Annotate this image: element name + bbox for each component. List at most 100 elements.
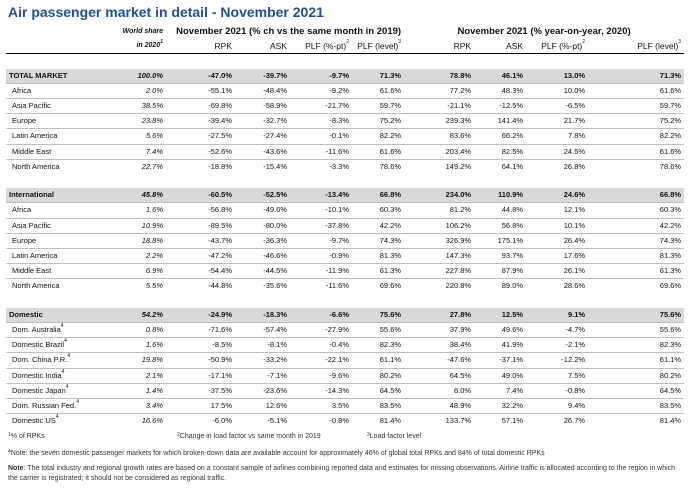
plf-level-2019-cell: 61.3%: [352, 263, 405, 280]
col-ask-2020: ASK: [474, 39, 527, 55]
world-share-header: World share: [122, 28, 163, 35]
world-share-cell: 2.0%: [106, 83, 166, 100]
plf-level-2020-cell: 75.6%: [588, 307, 685, 324]
table-row: Europe 18.8% -43.7% -36.3% -9.7% 74.3% 326.9% 1…: [6, 233, 685, 250]
ask-2020-cell: 12.5%: [474, 307, 527, 324]
ask-2019-cell: -44.5%: [235, 263, 290, 280]
rpk-2020-cell: 234.0%: [404, 188, 475, 204]
ask-2020-cell: 41.9%: [474, 337, 527, 354]
col-ask-2019: ASK: [235, 39, 290, 55]
rpk-2020-cell: 78.8%: [404, 68, 475, 84]
plf-pt-2019-cell: -11.6%: [290, 144, 352, 160]
row-label: Domestic Brazil4: [6, 337, 106, 354]
plf-pt-2019-cell: -0.4%: [290, 337, 352, 354]
world-share-cell: 16.6%: [141, 416, 163, 426]
rpk-2019-cell: -71.6%: [166, 322, 235, 339]
plf-level-2019-cell: 61.1%: [352, 352, 405, 369]
plf-pt-2020-cell: 24.5%: [526, 144, 589, 160]
ask-2020-cell: 49.6%: [474, 322, 527, 339]
plf-pt-2019-cell: -0.8%: [329, 416, 349, 426]
table-row: Dom. Australia4 0.8% -71.6% -57.4% -27.9% 55.…: [6, 322, 685, 339]
plf-pt-2019-cell: -22.1%: [290, 352, 352, 369]
row-label: International: [6, 188, 106, 204]
footnotes-row: 1% of RPKs 2Change in load factor vs sam…: [8, 432, 684, 442]
rpk-2020-cell: 64.5%: [404, 368, 475, 384]
rpk-2020-cell: -47.6%: [404, 352, 475, 369]
plf-pt-2019-cell: -9.7%: [290, 68, 352, 84]
plf-level-2020-cell: 61.6%: [588, 83, 685, 100]
table-row: Asia Pacific 10.9% -89.5% -80.0% -37.8% 42.2%…: [6, 218, 685, 234]
world-share-cell: 2.2%: [106, 248, 166, 265]
plf-level-2020-cell: 83.5%: [588, 398, 685, 415]
col-plf-pt-2019: PLF (%-pt)2: [290, 39, 352, 55]
ask-2019-cell: -35.6%: [263, 281, 287, 291]
ask-2020-cell: 46.1%: [474, 68, 527, 84]
plf-level-2019-cell: 60.3%: [352, 202, 405, 219]
plf-pt-2020-cell: 9.4%: [526, 398, 589, 415]
plf-level-2019-cell: 59.7%: [352, 98, 405, 115]
ask-2020-cell: 57.1%: [501, 416, 524, 426]
table-row: North America 22.7% -18.8% -15.4% -3.3% 78.6%…: [6, 159, 684, 174]
plf-level-2019-cell: 71.3%: [352, 68, 405, 84]
table-row: Africa 1.6% -56.8% -49.6% -10.1% 60.3% 81.2% 44…: [6, 202, 685, 219]
rpk-2019-cell: -52.6%: [166, 144, 235, 160]
plf-level-2020-cell: 59.7%: [588, 98, 685, 115]
row-label: Asia Pacific: [6, 98, 106, 115]
rpk-2019-cell: -37.5%: [166, 383, 235, 400]
rpk-2020-cell: 106.2%: [404, 218, 475, 234]
rpk-2019-cell: -54.4%: [166, 263, 235, 280]
rpk-2019-cell: -69.8%: [166, 98, 235, 115]
plf-level-2019-cell: 78.6%: [379, 161, 402, 171]
ask-2019-cell: -5.1%: [267, 416, 287, 426]
rpk-2020-cell: 6.0%: [404, 383, 475, 400]
plf-level-2020-cell: 81.3%: [588, 248, 685, 265]
page-title: Air passenger market in detail - Novembe…: [8, 4, 324, 20]
plf-pt-2019-cell: 3.5%: [290, 398, 352, 415]
world-share-cell: 10.9%: [106, 218, 166, 234]
plf-level-2019-cell: 61.6%: [352, 83, 405, 100]
plf-pt-2019-cell: -9.6%: [290, 368, 352, 384]
plf-level-2020-cell: 69.6%: [659, 281, 682, 291]
rpk-2019-cell: -56.8%: [166, 202, 235, 219]
group-header-2020: November 2021 (% year-on-year, 2020): [457, 26, 631, 37]
ask-2019-cell: -33.2%: [235, 352, 290, 369]
methodology-note: Note: The total industry and regional gr…: [8, 465, 676, 483]
row-label: Middle East: [6, 144, 106, 160]
plf-level-2020-cell: 61.1%: [588, 352, 685, 369]
section-spacer: [6, 174, 684, 188]
ask-2019-cell: -49.6%: [235, 202, 290, 219]
rpk-2019-cell: -43.7%: [166, 233, 235, 250]
section-total-row: International 45.8% -60.5% -52.5% -13.4% 66.8…: [6, 188, 685, 204]
table-row: Middle East 6.9% -54.4% -44.5% -11.9% 61.3% 22…: [6, 263, 685, 280]
row-label: Asia Pacific: [6, 218, 106, 234]
world-share-cell: 5.6%: [106, 128, 166, 145]
plf-level-2020-cell: 78.6%: [659, 161, 682, 171]
table-row: Asia Pacific 38.5% -69.8% -58.9% -21.7% 59.7%…: [6, 98, 685, 115]
col-plf-pt-2020: PLF (%-pt)2: [526, 39, 589, 55]
world-share-cell: 19.8%: [106, 352, 166, 369]
rpk-2019-cell: -47.0%: [166, 68, 235, 84]
plf-level-2020-cell: 71.3%: [588, 68, 685, 84]
plf-pt-2019-cell: -11.6%: [325, 281, 349, 291]
row-label: Europe: [6, 233, 106, 250]
ask-2019-cell: -15.4%: [263, 161, 287, 171]
rpk-2019-cell: -17.1%: [166, 368, 235, 384]
plf-pt-2020-cell: 7.5%: [526, 368, 589, 384]
plf-pt-2020-cell: -0.8%: [526, 383, 589, 400]
plf-pt-2020-cell: 28.6%: [563, 281, 586, 291]
rpk-2020-cell: 149.2%: [445, 161, 472, 171]
rpk-2020-cell: -21.1%: [404, 98, 475, 115]
ask-2019-cell: 12.6%: [235, 398, 290, 415]
ask-2019-cell: -39.7%: [235, 68, 290, 84]
plf-level-2020-cell: 42.2%: [588, 218, 685, 234]
col-plf-level-2019: PLF (level)3: [352, 39, 405, 55]
ask-2020-cell: 175.1%: [474, 233, 527, 250]
table-row: Domestic US4 16.6% -6.0% -5.1% -0.8% 81.4% 133…: [6, 414, 684, 429]
plf-level-2019-cell: 64.5%: [352, 383, 405, 400]
ask-2020-cell: 141.4%: [474, 113, 527, 130]
plf-level-2020-cell: 74.3%: [588, 233, 685, 250]
rpk-2019-cell: -39.4%: [166, 113, 235, 130]
plf-pt-2019-cell: -21.7%: [290, 98, 352, 115]
plf-pt-2020-cell: 26.4%: [526, 233, 589, 250]
